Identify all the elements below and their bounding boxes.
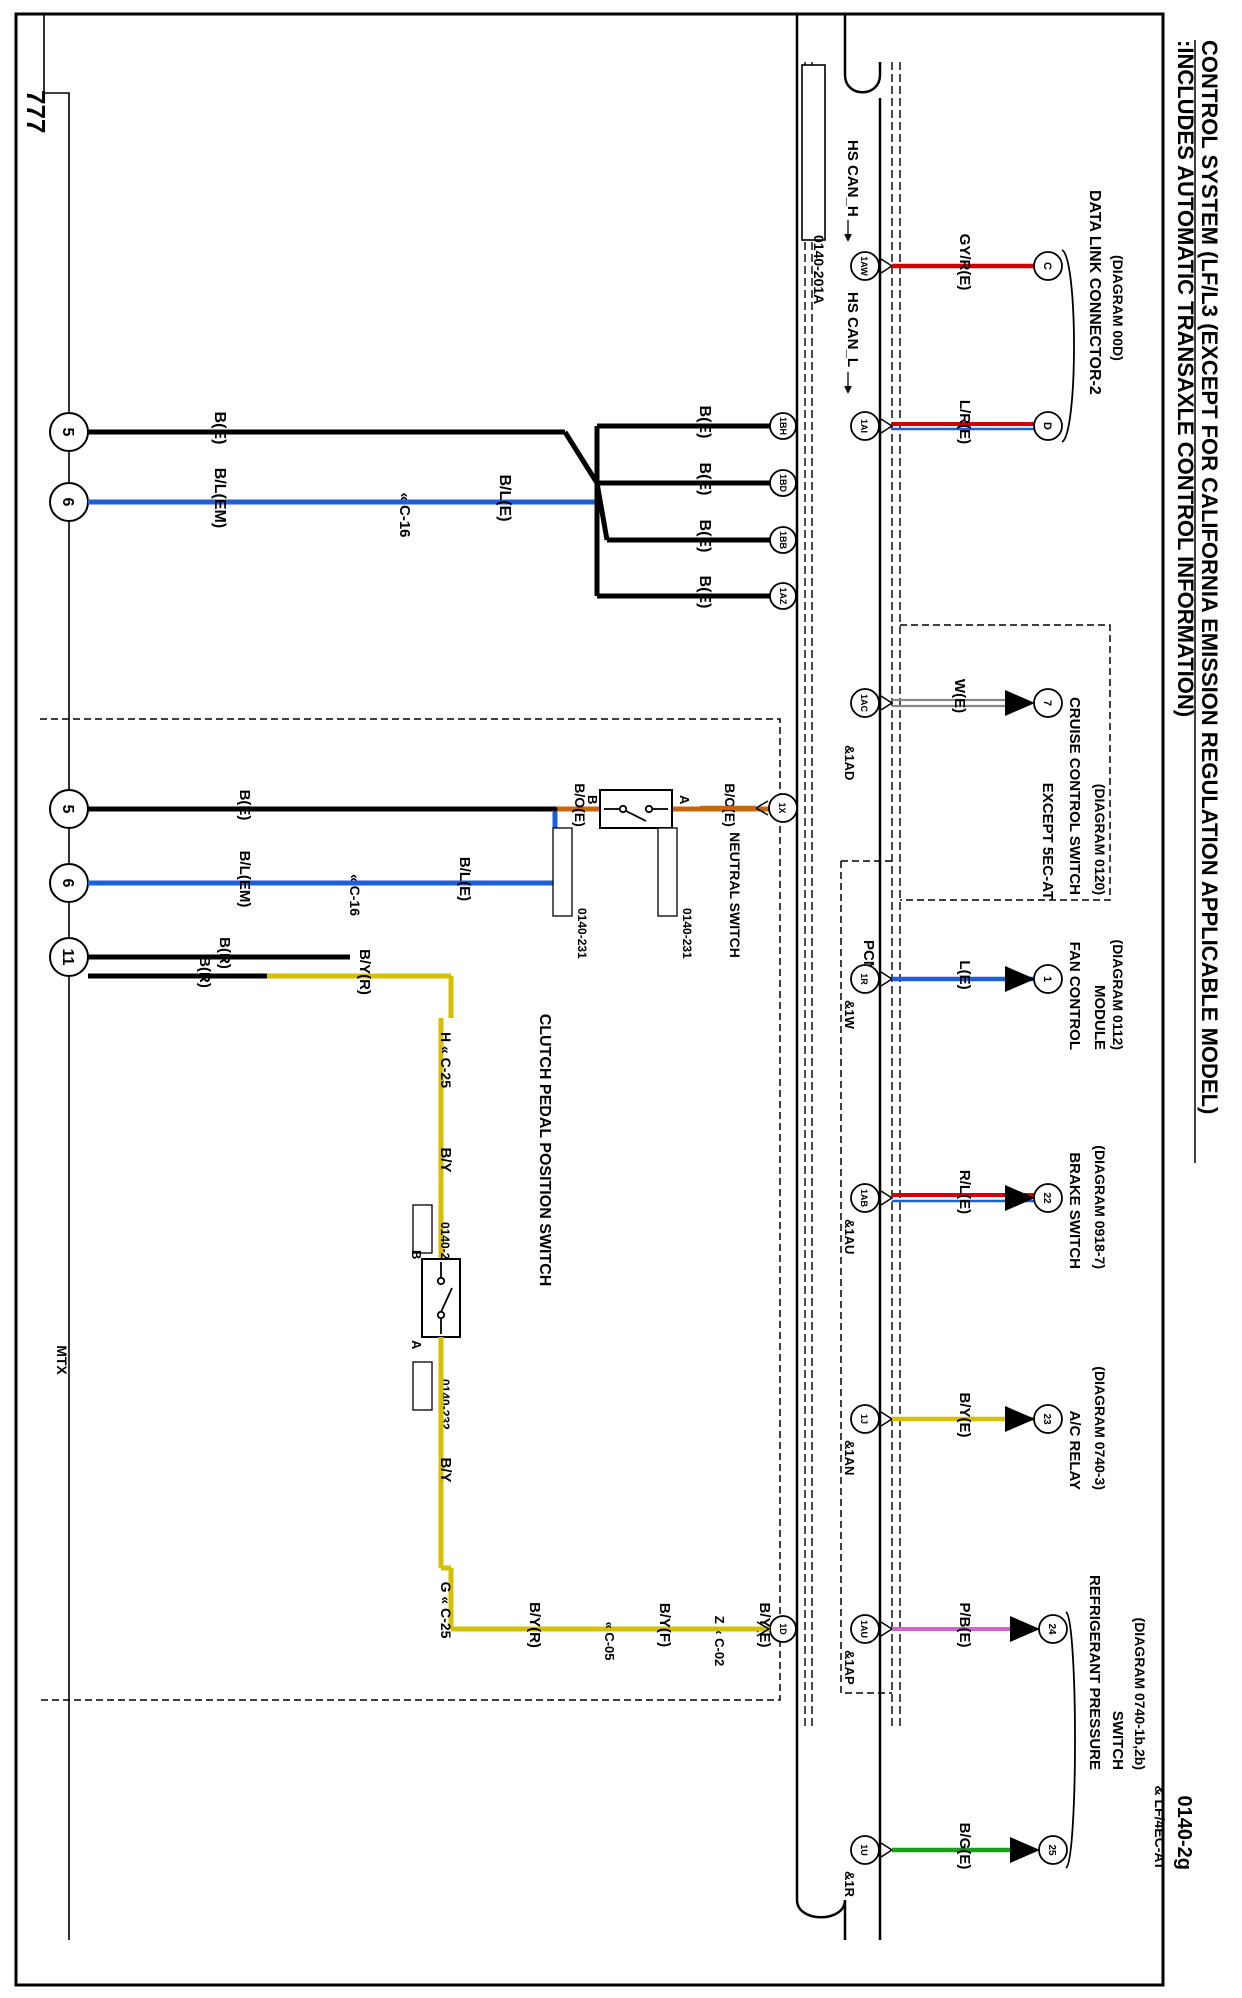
svg-text:1AB: 1AB	[859, 1189, 869, 1208]
svg-text:1AI: 1AI	[859, 419, 869, 433]
svg-text:6: 6	[59, 498, 76, 507]
svg-text:5: 5	[59, 805, 76, 814]
svg-text:B: B	[585, 795, 600, 804]
svg-text:B/L(EM): B/L(EM)	[211, 468, 228, 528]
svg-text:B/O(E): B/O(E)	[722, 783, 738, 827]
svg-text:6: 6	[59, 879, 76, 888]
svg-text:B/Y(E): B/Y(E)	[956, 1393, 973, 1438]
svg-text:EXCEPT 5EC-AT: EXCEPT 5EC-AT	[1039, 783, 1056, 900]
svg-text:1: 1	[1041, 976, 1053, 982]
svg-text:B: B	[409, 1250, 424, 1259]
svg-text:B/Y: B/Y	[437, 1147, 454, 1172]
svg-text:B(R): B(R)	[196, 956, 213, 988]
svg-text:L(E): L(E)	[956, 960, 973, 989]
svg-text:CRUISE CONTROL SWITCH: CRUISE CONTROL SWITCH	[1066, 697, 1083, 895]
svg-text:&1AD: &1AD	[842, 745, 857, 780]
svg-text:DATA LINK CONNECTOR-2: DATA LINK CONNECTOR-2	[1086, 190, 1103, 395]
svg-text:CLUTCH PEDAL POSITION SWITCH: CLUTCH PEDAL POSITION SWITCH	[536, 1014, 553, 1287]
svg-text:1BD: 1BD	[778, 474, 788, 493]
svg-text:5: 5	[59, 428, 76, 437]
svg-text:1AW: 1AW	[859, 256, 869, 276]
svg-text:B/O(E): B/O(E)	[572, 783, 588, 827]
svg-text:1U: 1U	[859, 1844, 869, 1856]
svg-text:25: 25	[1046, 1844, 1057, 1856]
svg-text:B/Y(R): B/Y(R)	[526, 1602, 543, 1648]
svg-text:GY/R(E): GY/R(E)	[956, 234, 973, 291]
svg-text:(DIAGRAM 0120): (DIAGRAM 0120)	[1092, 784, 1108, 895]
svg-text:B/L(E): B/L(E)	[496, 474, 513, 521]
svg-text:B(E): B(E)	[696, 576, 713, 609]
svg-text:P/B(E): P/B(E)	[956, 1603, 973, 1648]
svg-text:« C-16: « C-16	[396, 492, 413, 537]
svg-text:(DIAGRAM 0918-7): (DIAGRAM 0918-7)	[1092, 1145, 1108, 1269]
svg-text:&1AN: &1AN	[842, 1440, 857, 1475]
svg-text:MTX: MTX	[54, 1345, 70, 1375]
svg-text:(DIAGRAM 00D): (DIAGRAM 00D)	[1110, 255, 1126, 361]
svg-text:&1R: &1R	[842, 1871, 857, 1898]
svg-text:1R: 1R	[859, 973, 869, 985]
svg-text:A/C RELAY: A/C RELAY	[1066, 1411, 1083, 1490]
svg-text:777: 777	[21, 90, 51, 133]
svg-text:1BH: 1BH	[778, 417, 788, 435]
svg-text:B(R): B(R)	[216, 937, 233, 969]
svg-text:&1W: &1W	[842, 1000, 857, 1030]
svg-text:(DIAGRAM 0740-1b,2b): (DIAGRAM 0740-1b,2b)	[1132, 1618, 1148, 1770]
svg-text:A: A	[677, 795, 692, 805]
svg-text:1BB: 1BB	[778, 531, 788, 550]
svg-text:MODULE: MODULE	[1091, 985, 1108, 1050]
svg-text:&1AP: &1AP	[842, 1650, 857, 1685]
svg-text:W(E): W(E)	[951, 679, 968, 713]
svg-text:B/Y(F): B/Y(F)	[656, 1603, 673, 1647]
svg-text:B(E): B(E)	[696, 406, 713, 439]
svg-text:B(E): B(E)	[236, 790, 253, 821]
svg-text:NEUTRAL SWITCH: NEUTRAL SWITCH	[727, 832, 743, 958]
svg-text:HS CAN_H: HS CAN_H	[844, 140, 861, 217]
svg-text:1AU: 1AU	[859, 1620, 869, 1638]
svg-text:A: A	[409, 1340, 424, 1350]
svg-text:11: 11	[59, 949, 76, 966]
svg-text:0140-201A: 0140-201A	[811, 235, 827, 304]
svg-text:B/L(EM): B/L(EM)	[236, 851, 253, 908]
svg-text:B/Y(R): B/Y(R)	[356, 949, 373, 995]
svg-text:& LF/4EC-AT: & LF/4EC-AT	[1152, 1785, 1168, 1870]
svg-text:HS CAN_L: HS CAN_L	[844, 292, 861, 367]
svg-text:1J: 1J	[859, 1414, 869, 1424]
svg-text:BRAKE SWITCH: BRAKE SWITCH	[1066, 1152, 1083, 1269]
svg-text:(DIAGRAM 0112): (DIAGRAM 0112)	[1110, 940, 1126, 1050]
svg-text:R/L(E): R/L(E)	[956, 1170, 973, 1214]
svg-text:D: D	[1041, 422, 1053, 430]
svg-text:1X: 1X	[777, 802, 787, 813]
svg-text:B(E): B(E)	[696, 463, 713, 496]
svg-text:&1AU: &1AU	[842, 1219, 857, 1254]
svg-text:REFRIGERANT PRESSURE: REFRIGERANT PRESSURE	[1086, 1575, 1103, 1770]
svg-text:« C-05: « C-05	[602, 1621, 617, 1660]
svg-text:0140-231: 0140-231	[575, 908, 589, 959]
svg-text:CONTROL SYSTEM (LF/L3 (EXCEPT: CONTROL SYSTEM (LF/L3 (EXCEPT FOR CALIFO…	[1197, 40, 1222, 1114]
svg-text:1D: 1D	[778, 1623, 788, 1635]
svg-text:C: C	[1041, 262, 1053, 270]
svg-text:0140-231: 0140-231	[680, 908, 694, 959]
svg-text:0140-2g: 0140-2g	[1173, 1796, 1195, 1871]
svg-text:7: 7	[1041, 700, 1053, 706]
svg-text:B/G(E): B/G(E)	[956, 1823, 973, 1870]
svg-text:H « C-25: H « C-25	[438, 1032, 454, 1088]
svg-text:B/L(E): B/L(E)	[456, 857, 473, 901]
svg-text:SWITCH: SWITCH	[1109, 1711, 1126, 1770]
svg-text:FAN CONTROL: FAN CONTROL	[1066, 942, 1083, 1050]
svg-text:24: 24	[1046, 1623, 1057, 1635]
svg-text:(DIAGRAM 0740-3): (DIAGRAM 0740-3)	[1092, 1366, 1108, 1490]
svg-text:L/R(E): L/R(E)	[956, 400, 973, 444]
svg-text:23: 23	[1041, 1413, 1052, 1425]
svg-text:22: 22	[1041, 1192, 1052, 1204]
svg-text:B/Y: B/Y	[437, 1457, 454, 1482]
svg-text:B(E): B(E)	[696, 520, 713, 553]
svg-text:1AC: 1AC	[859, 694, 869, 713]
svg-text:« C-16: « C-16	[347, 874, 363, 916]
svg-text:1AZ: 1AZ	[778, 587, 788, 605]
svg-text:B(E): B(E)	[211, 412, 228, 445]
svg-text:Z « C-02: Z « C-02	[712, 1616, 727, 1667]
